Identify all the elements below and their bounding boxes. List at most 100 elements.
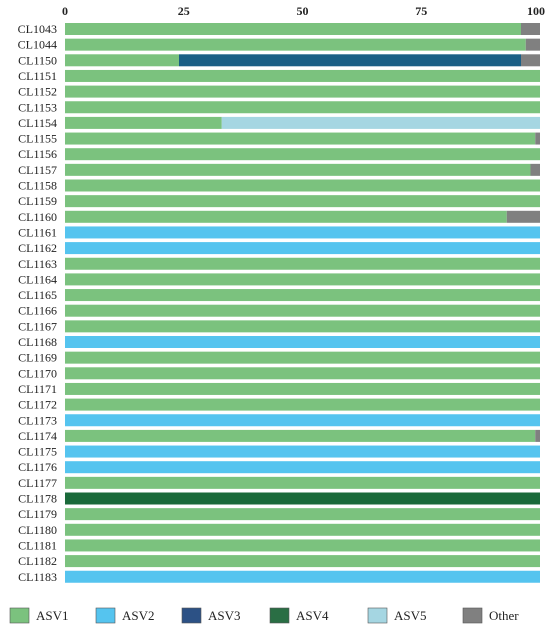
bar-segment-asv1 <box>65 257 540 270</box>
bar-segment-other <box>530 163 540 176</box>
bar-segment-asv2 <box>65 461 540 474</box>
bar-segment-asv1 <box>65 382 540 395</box>
category-label: CL1157 <box>18 163 57 177</box>
category-label: CL1180 <box>18 523 57 537</box>
bar-segment-asv1 <box>65 367 540 380</box>
bar-segment-asv5 <box>221 116 540 129</box>
bar-segment-asv1 <box>65 429 536 442</box>
bar-segment-asv1 <box>65 304 540 317</box>
category-label: CL1175 <box>18 445 57 459</box>
legend-label-asv4: ASV4 <box>296 608 329 623</box>
x-tick-label: 25 <box>178 4 190 18</box>
category-label: CL1044 <box>18 38 57 52</box>
bar-segment-other <box>525 38 540 51</box>
legend: ASV1 ASV2 ASV3 ASV4 ASV5 Other <box>9 607 519 624</box>
bar-segment-asv1 <box>65 54 179 67</box>
bar-segment-asv2 <box>65 336 540 348</box>
category-label: CL1165 <box>18 288 57 302</box>
category-label: CL1177 <box>18 476 57 490</box>
legend-swatch-asv2 <box>95 607 116 624</box>
category-label: CL1154 <box>18 116 57 130</box>
category-label: CL1176 <box>18 460 57 474</box>
category-label: CL1169 <box>18 351 57 365</box>
category-label: CL1172 <box>18 398 57 412</box>
category-label: CL1171 <box>18 382 57 396</box>
legend-swatch-asv1 <box>9 607 30 624</box>
bar-segment-asv1 <box>65 351 540 364</box>
category-label: CL1161 <box>18 225 57 239</box>
category-label: CL1182 <box>18 554 57 568</box>
bar-segment-asv1 <box>65 398 540 411</box>
category-label: CL1156 <box>18 147 57 161</box>
legend-label-asv5: ASV5 <box>394 608 427 623</box>
bar-segment-asv1 <box>65 85 540 98</box>
category-label: CL1181 <box>18 538 57 552</box>
bar-segment-asv1 <box>65 210 507 223</box>
bar-segment-asv1 <box>65 320 540 333</box>
category-label: CL1159 <box>18 194 57 208</box>
category-label: CL1162 <box>18 241 57 255</box>
category-label: CL1150 <box>18 53 57 67</box>
bar-segment-asv2 <box>65 226 540 239</box>
bar-segment-asv1 <box>65 273 540 286</box>
category-label: CL1043 <box>18 22 57 36</box>
bar-segment-other <box>535 429 540 442</box>
bar-segment-other <box>521 54 540 67</box>
bar-segment-asv2 <box>65 570 540 583</box>
legend-swatch-asv5 <box>367 607 388 624</box>
bar-segment-asv1 <box>65 476 540 489</box>
category-label: CL1167 <box>18 319 57 333</box>
legend-swatch-asv3 <box>181 607 202 624</box>
bar-segment-asv1 <box>65 539 540 552</box>
category-label: CL1179 <box>18 507 57 521</box>
bar-segment-asv4 <box>65 492 540 505</box>
x-tick-label: 50 <box>297 4 309 18</box>
category-label: CL1164 <box>18 272 57 286</box>
category-label: CL1152 <box>18 85 57 99</box>
category-label: CL1178 <box>18 492 57 506</box>
category-label: CL1168 <box>18 335 57 349</box>
bar-segment-asv1 <box>65 148 540 161</box>
legend-swatch-asv4 <box>269 607 290 624</box>
bar-segment-asv2 <box>65 242 540 255</box>
bar-segment-asv1 <box>65 195 540 208</box>
bar-segment-asv1 <box>65 69 540 82</box>
category-label: CL1166 <box>18 304 57 318</box>
legend-label-asv3: ASV3 <box>208 608 241 623</box>
category-label: CL1170 <box>18 366 57 380</box>
category-label: CL1174 <box>18 429 57 443</box>
bar-segment-asv3 <box>179 54 521 67</box>
category-label: CL1151 <box>18 69 57 83</box>
category-label: CL1155 <box>18 132 57 146</box>
bar-segment-asv1 <box>65 101 540 114</box>
bar-segment-asv1 <box>65 289 540 302</box>
category-label: CL1160 <box>18 210 57 224</box>
category-label: CL1183 <box>18 570 57 584</box>
category-label: CL1173 <box>18 413 57 427</box>
bar-segment-asv1 <box>65 523 540 536</box>
bar-segment-asv1 <box>65 555 540 568</box>
bar-segment-asv1 <box>65 132 536 145</box>
legend-label-asv2: ASV2 <box>122 608 155 623</box>
bar-segment-other <box>535 132 540 145</box>
bar-segment-asv1 <box>65 163 531 176</box>
x-tick-label: 75 <box>415 4 427 18</box>
legend-label-asv1: ASV1 <box>36 608 69 623</box>
x-tick-label: 100 <box>527 4 545 18</box>
bars <box>65 23 540 583</box>
category-label: CL1153 <box>18 100 57 114</box>
bar-segment-asv1 <box>65 116 222 129</box>
x-tick-label: 0 <box>62 4 68 18</box>
category-label: CL1158 <box>18 179 57 193</box>
bar-segment-asv1 <box>65 23 521 35</box>
bar-segment-other <box>521 23 540 35</box>
category-label: CL1163 <box>18 257 57 271</box>
legend-swatch-other <box>462 607 483 624</box>
bar-segment-asv1 <box>65 179 540 192</box>
bar-segment-asv1 <box>65 508 540 521</box>
bar-segment-asv1 <box>65 38 526 51</box>
bar-segment-asv2 <box>65 445 540 458</box>
x-axis-ticks: 0 25 50 75 100 <box>62 4 545 18</box>
